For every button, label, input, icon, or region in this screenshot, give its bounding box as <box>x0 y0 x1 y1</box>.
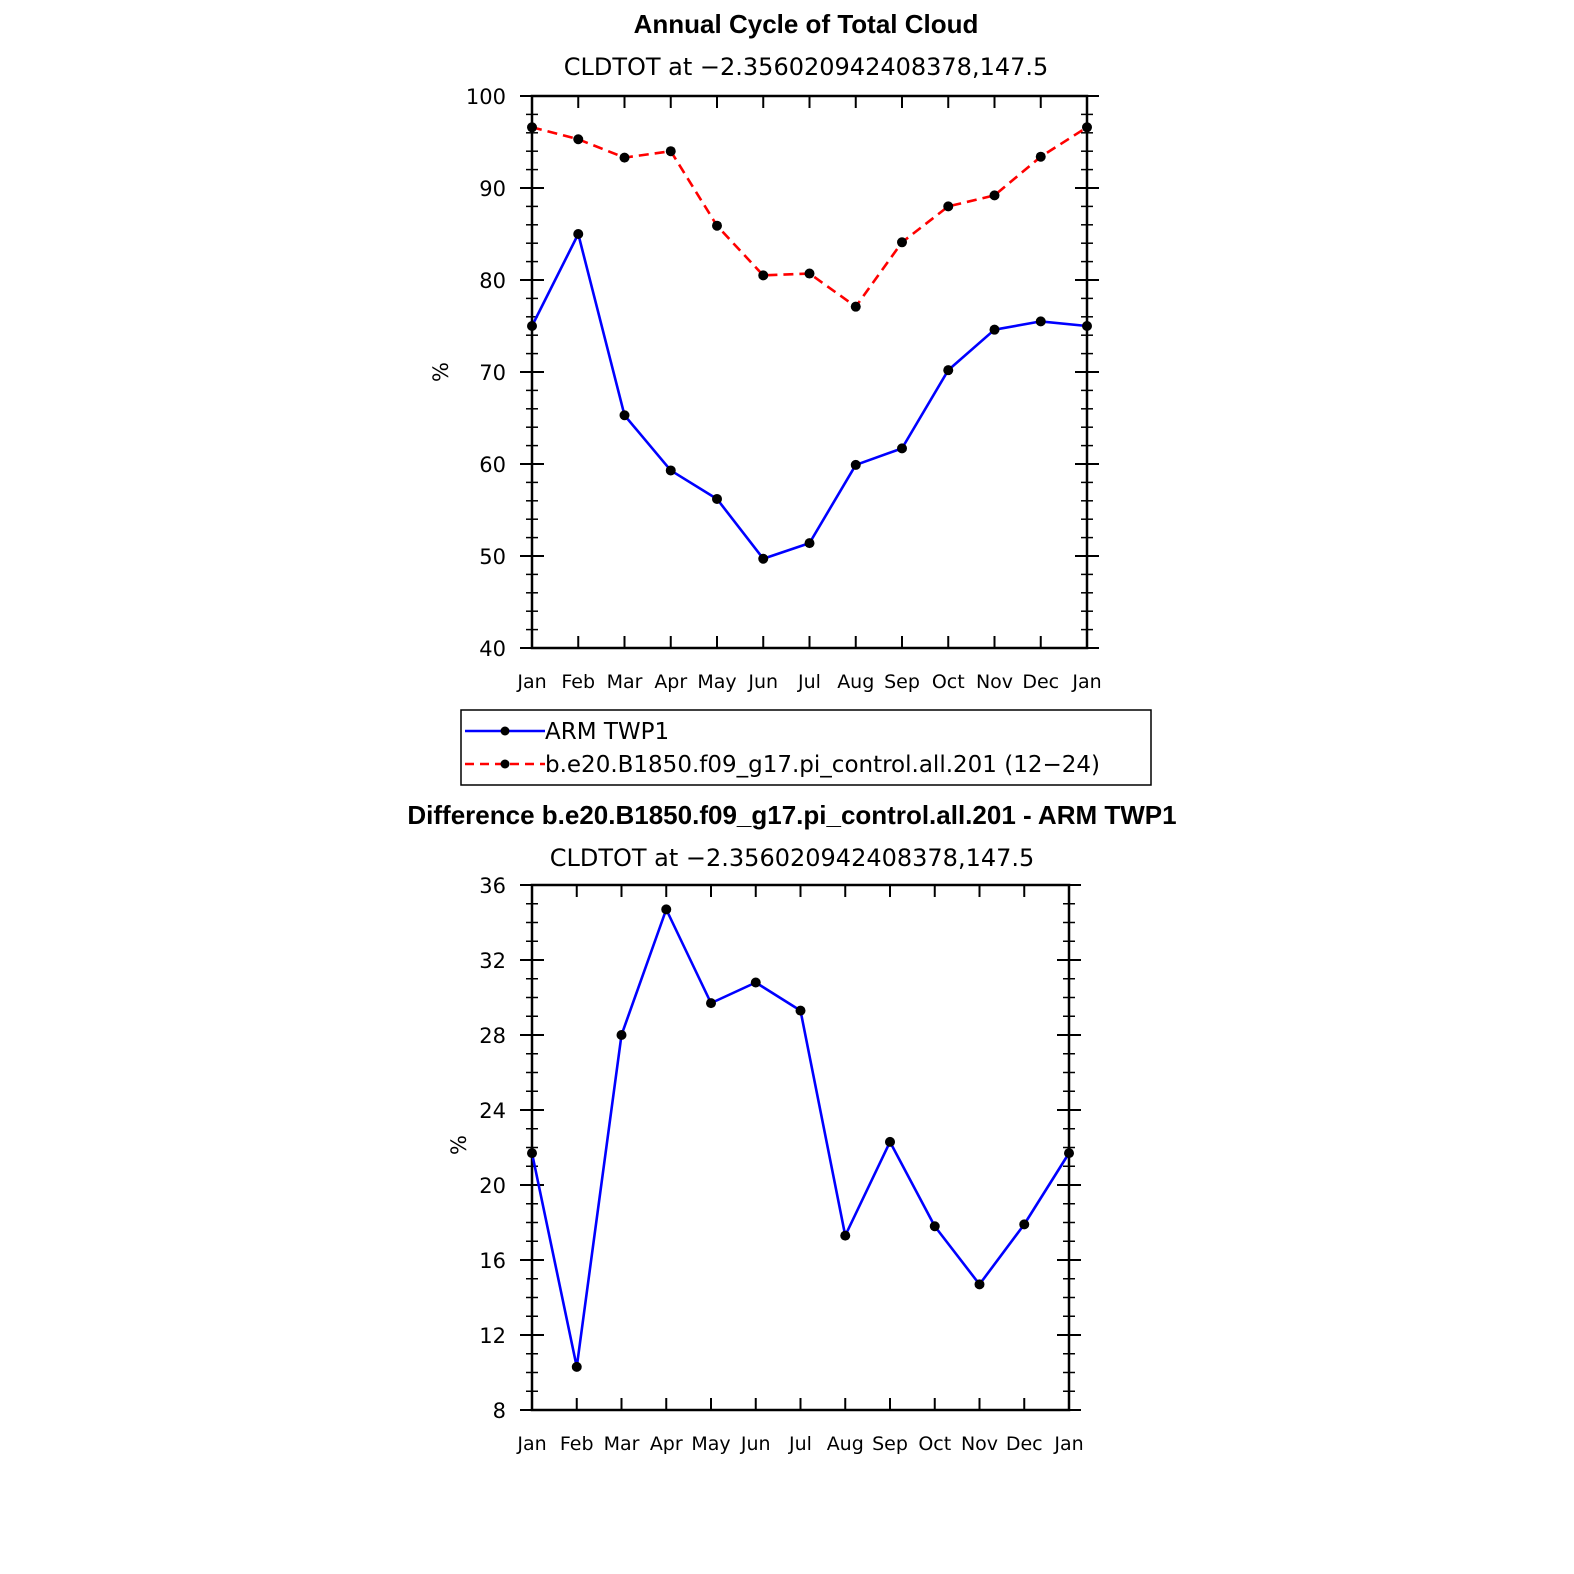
data-point-series-0 <box>619 410 630 421</box>
y-tick-label: 20 <box>479 1174 506 1198</box>
y-tick-label: 60 <box>479 453 506 477</box>
x-tick-label: Nov <box>961 1433 998 1455</box>
x-tick-label: Dec <box>1006 1433 1043 1455</box>
data-point-series-0 <box>804 538 815 549</box>
series-line-0 <box>530 908 1071 1369</box>
data-point-series-0 <box>527 321 537 331</box>
series-line-0 <box>530 232 1088 561</box>
data-point-series-0 <box>840 1230 851 1241</box>
data-point-series-0 <box>750 977 761 988</box>
x-tick-label: Dec <box>1022 671 1059 693</box>
legend-box <box>460 709 1152 786</box>
top-plot-area: Jan Feb Mar Apr May Jun Jul Aug Sep Oct Nov Dec Jan 4… <box>466 85 1102 693</box>
data-point-series-0 <box>943 365 954 376</box>
x-tick-label: Jul <box>788 1433 812 1455</box>
legend-marker-model <box>500 759 510 769</box>
data-point-series-1 <box>1035 151 1046 162</box>
y-tick-label: 100 <box>466 85 506 109</box>
data-point-series-1 <box>527 122 537 133</box>
series-line-1 <box>531 126 1088 308</box>
y-tick-label: 36 <box>479 874 506 898</box>
data-point-series-0 <box>850 459 861 470</box>
x-tick-label: Mar <box>607 671 643 693</box>
data-point-series-1 <box>619 152 630 163</box>
y-tick-label: 90 <box>479 177 506 201</box>
y-tick-label: 8 <box>493 1399 506 1423</box>
data-point-series-0 <box>897 443 907 454</box>
x-tick-label: Jan <box>1071 671 1101 693</box>
y-tick-label: 12 <box>479 1324 506 1348</box>
data-point-series-0 <box>1082 321 1092 331</box>
data-point-series-0 <box>974 1279 985 1290</box>
data-point-series-1 <box>1082 122 1092 133</box>
bottom-chart-subtitle: CLDTOT at −2.356020942408378,147.5 <box>550 844 1035 872</box>
data-point-series-0 <box>758 553 769 564</box>
top-chart-subtitle: CLDTOT at −2.356020942408378,147.5 <box>564 53 1049 81</box>
x-tick-label: Oct <box>932 671 965 693</box>
x-tick-label: May <box>697 671 736 693</box>
data-point-series-0 <box>989 324 1000 335</box>
bottom-plot-area: Jan Feb Mar Apr May Jun Jul Aug Sep Oct Nov Dec Jan 8… <box>479 874 1083 1455</box>
data-point-series-1 <box>804 268 815 279</box>
x-tick-label: Apr <box>654 671 687 693</box>
x-tick-label: Nov <box>976 671 1013 693</box>
data-point-series-0 <box>661 904 672 915</box>
data-point-series-0 <box>1064 1148 1074 1159</box>
x-tick-label: Mar <box>604 1433 640 1455</box>
x-tick-label: Aug <box>837 671 874 693</box>
y-tick-label: 50 <box>479 545 506 569</box>
bottom-y-axis-label: % <box>447 1135 471 1155</box>
top-y-axis-label: % <box>429 362 453 382</box>
y-tick-label: 24 <box>479 1099 506 1123</box>
x-tick-label: Jun <box>740 1433 771 1455</box>
data-point-series-0 <box>665 465 676 476</box>
data-point-series-0 <box>929 1221 940 1232</box>
legend-label-arm-twp1: ARM TWP1 <box>545 719 669 745</box>
data-point-series-0 <box>1035 316 1046 327</box>
x-tick-label: Feb <box>561 671 595 693</box>
top-plot-frame <box>530 94 1089 650</box>
x-tick-label: Jan <box>516 1433 546 1455</box>
data-point-series-1 <box>850 301 861 312</box>
top-chart-title: Annual Cycle of Total Cloud <box>634 9 979 39</box>
legend-marker-arm-twp1 <box>500 726 510 736</box>
data-point-series-0 <box>571 1361 582 1372</box>
data-point-series-0 <box>885 1136 895 1147</box>
x-tick-label: Sep <box>884 671 920 693</box>
data-point-series-0 <box>706 998 716 1009</box>
x-tick-label: Jan <box>516 671 546 693</box>
y-tick-label: 32 <box>479 949 506 973</box>
data-point-series-0 <box>527 1148 537 1159</box>
x-tick-label: Sep <box>872 1433 908 1455</box>
data-point-series-1 <box>665 146 676 157</box>
x-tick-label: Jun <box>747 671 778 693</box>
data-point-series-0 <box>573 229 584 239</box>
bottom-plot-frame <box>530 883 1071 1412</box>
x-tick-label: May <box>691 1433 730 1455</box>
x-tick-label: Aug <box>827 1433 864 1455</box>
data-point-series-1 <box>989 190 1000 201</box>
data-point-series-1 <box>943 201 954 212</box>
x-tick-label: Apr <box>650 1433 683 1455</box>
data-point-series-0 <box>795 1005 806 1016</box>
y-tick-label: 28 <box>479 1024 506 1048</box>
data-point-series-1 <box>573 134 584 145</box>
x-tick-label: Jul <box>797 671 821 693</box>
data-point-series-0 <box>1019 1219 1030 1230</box>
x-tick-label: Jan <box>1053 1433 1083 1455</box>
x-tick-label: Feb <box>560 1433 594 1455</box>
data-point-series-1 <box>712 220 722 231</box>
data-point-series-0 <box>616 1030 627 1040</box>
data-point-series-1 <box>758 270 769 281</box>
y-tick-label: 16 <box>479 1249 506 1273</box>
data-point-series-0 <box>712 493 722 504</box>
data-point-series-1 <box>897 237 907 248</box>
legend-label-model: b.e20.B1850.f09_g17.pi_control.all.201 (… <box>545 752 1100 778</box>
y-tick-label: 70 <box>479 361 506 385</box>
bottom-chart-title: Difference b.e20.B1850.f09_g17.pi_contro… <box>407 800 1176 830</box>
y-tick-label: 40 <box>479 637 506 661</box>
y-tick-label: 80 <box>479 269 506 293</box>
x-tick-label: Oct <box>918 1433 951 1455</box>
